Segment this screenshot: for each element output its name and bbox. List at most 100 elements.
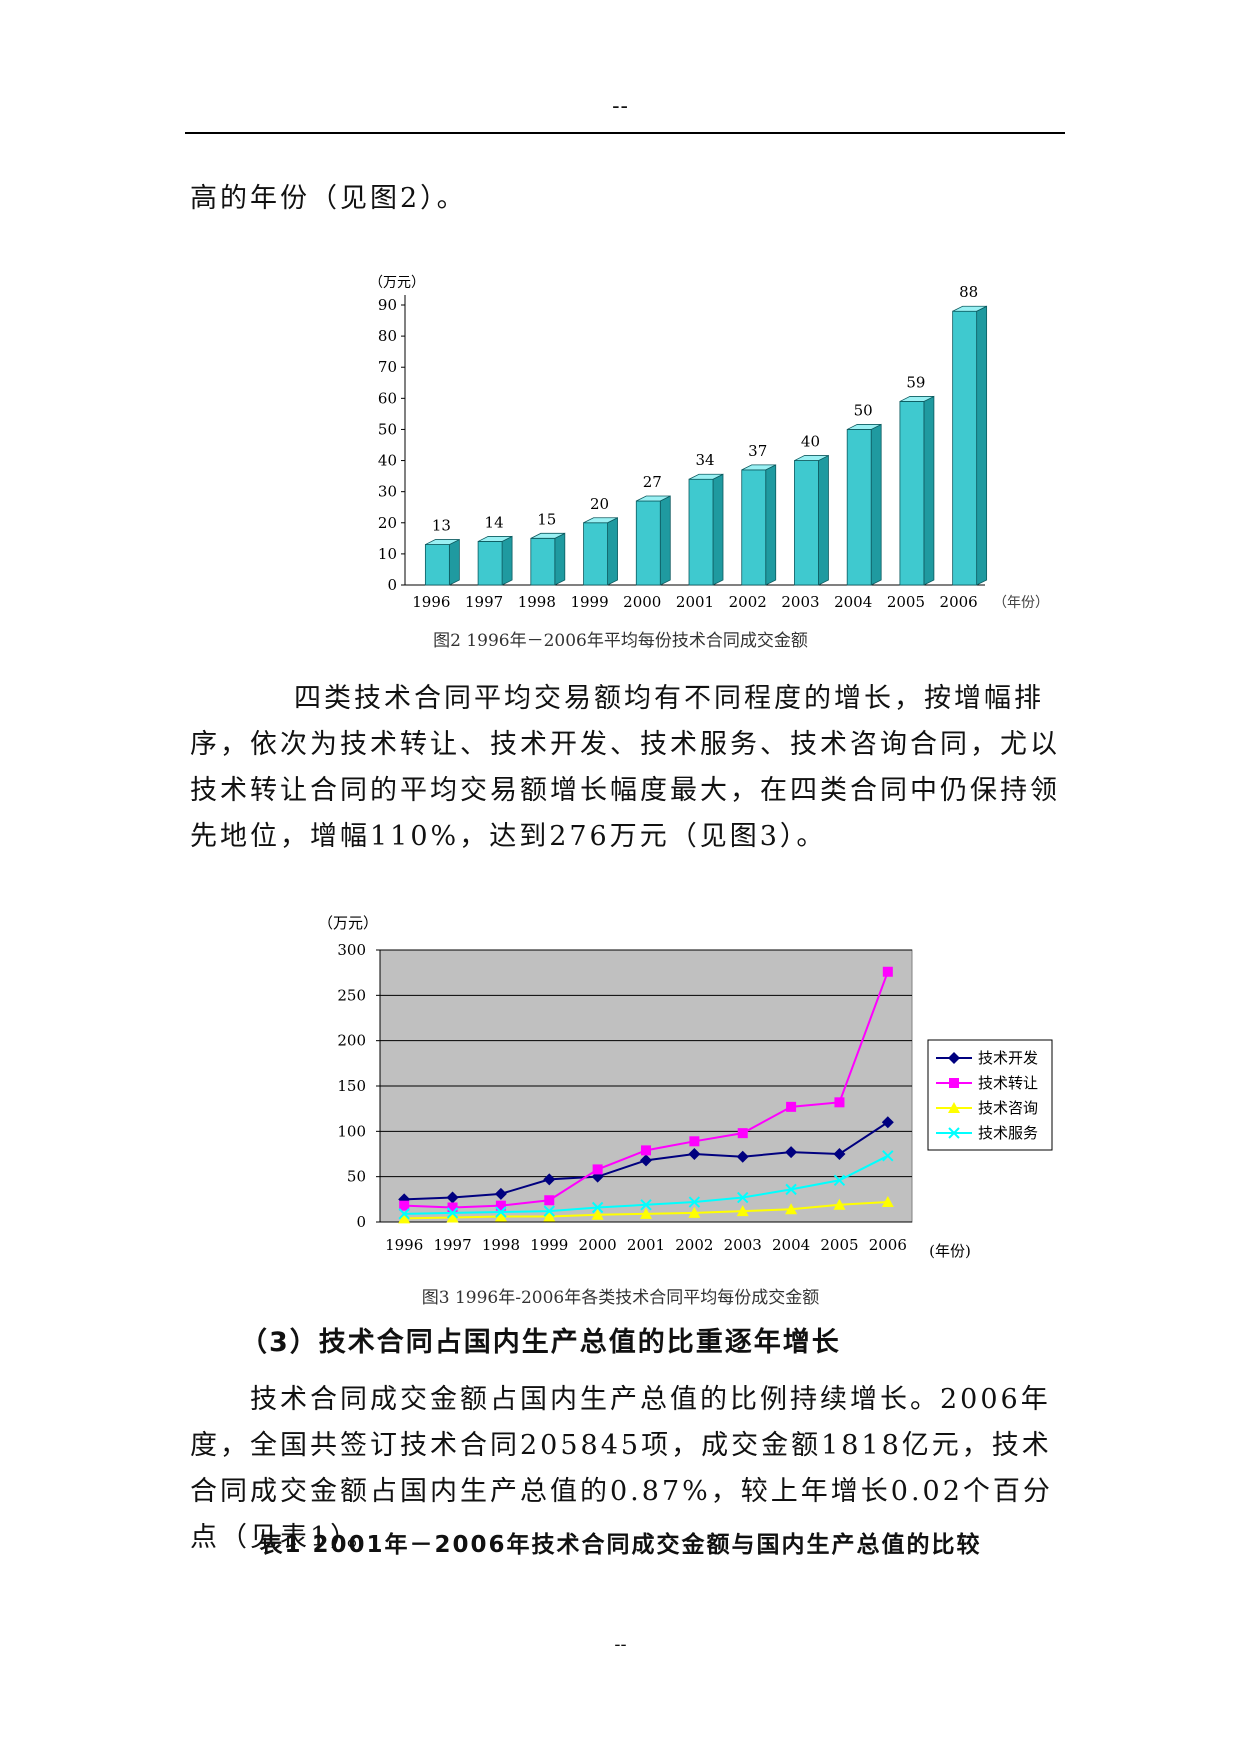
bar-value-label: 14 [485,513,504,531]
point-marker [948,1102,960,1113]
legend-label: 技术咨询 [978,1099,1038,1117]
y-tick-label: 10 [378,545,397,563]
bar-front [741,469,767,586]
point-marker [446,1211,459,1223]
point-marker [544,1195,555,1206]
y-tick-label: 50 [347,1168,366,1186]
point-marker [881,1196,894,1208]
bar-value-label: 37 [748,442,767,460]
paragraph-gdp: 技术合同成交金额占国内生产总值的比例持续增长。2006年度，全国共签订技术合同2… [190,1384,1053,1553]
bar-side [818,454,829,586]
y-tick-label: 0 [356,1213,366,1231]
point-marker [882,1150,894,1162]
x-tick-label: 1997 [433,1236,471,1254]
series-技术转让 [399,966,893,1213]
bar-top [425,539,460,545]
x-tick-label: 2006 [940,593,978,611]
bar-value-label: 34 [695,451,714,469]
bar-top [847,424,882,430]
bar-front [899,401,925,586]
x-tick-label: 2003 [724,1236,762,1254]
x-tick-label: 2006 [869,1236,907,1254]
y-tick-label: 0 [387,576,397,594]
y-tick-label: 60 [378,389,397,407]
bar-front [794,460,819,586]
legend-entry: 技术咨询 [936,1099,1038,1117]
y-tick-label: 20 [378,514,397,532]
point-marker [592,1164,603,1175]
legend-entry: 技术服务 [936,1124,1038,1142]
bar-2004 [846,423,882,586]
bar-value-label: 50 [854,401,873,419]
bar-side [554,532,566,586]
x-tick-label: 2004 [834,593,872,611]
x-axis-label: (年份) [929,1242,971,1260]
point-marker [948,1127,960,1139]
point-marker [785,1203,798,1215]
point-marker [543,1205,555,1217]
point-marker [785,1146,798,1159]
bar-side [607,517,618,586]
point-marker [786,1101,797,1112]
figure-3-line-chart: 0 50 100 150 200 250 300 （万元） 1996 1997 1998 1999 20… [318,914,1053,1260]
point-marker [640,1199,652,1211]
footer-mark: -- [614,1634,627,1655]
point-marker [398,1193,411,1206]
bar-2005 [899,395,935,586]
bar-value-label: 27 [643,473,662,491]
bar-1998 [530,532,566,586]
point-marker [543,1210,556,1222]
point-marker [446,1207,459,1219]
x-tick-label: 2002 [729,593,767,611]
bar-side [870,423,882,586]
y-tick-label: 300 [337,941,366,959]
paragraph-intro: 高的年份（见图2）。 [190,183,467,214]
y-tick-label: 40 [378,452,397,470]
point-marker [543,1173,556,1186]
x-axis-label: （年份） [993,595,1040,611]
point-marker [949,1078,959,1088]
bar-side [923,395,935,586]
bar-front [530,537,556,586]
y-tick-label: 150 [337,1077,366,1095]
x-tick-label: 2004 [772,1236,810,1254]
point-marker [494,1187,507,1200]
series-技术服务 [398,1150,894,1220]
table-1-title: 表1 2001年－2006年技术合同成交金额与国内生产总值的比较 [259,1532,982,1558]
bar-top [741,464,776,471]
bar-front [424,544,450,586]
point-marker [737,1191,749,1204]
bar-2002 [741,464,777,586]
bar-value-label: 13 [432,517,451,535]
point-marker [881,1116,894,1129]
y-tick-label: 100 [337,1122,366,1140]
bar-side [976,305,988,586]
x-tick-label: 1996 [412,593,450,611]
x-tick-label: 1999 [530,1236,568,1254]
bar-side [712,473,724,586]
y-axis-label: （万元） [369,275,425,291]
point-marker [785,1183,797,1196]
bar-value-label: 59 [906,373,925,391]
bar-2006 [952,305,988,586]
y-tick-label: 30 [378,483,397,501]
bar-top [899,396,935,402]
series-技术咨询 [398,1196,894,1224]
bar-top [477,536,513,542]
bar-top [794,455,829,461]
y-axis-label: （万元） [318,914,378,932]
bar-front [635,500,661,586]
point-marker [446,1191,459,1204]
bar-top [530,532,565,539]
point-marker [833,1148,846,1160]
series-技术开发 [398,1116,894,1206]
point-marker [737,1128,748,1139]
point-marker [591,1170,604,1183]
bar-side [448,538,460,586]
legend-label: 技术转让 [978,1074,1038,1092]
bar-value-label: 15 [537,510,556,528]
bar-value-label: 20 [590,495,609,513]
legend-label: 技术开发 [978,1049,1038,1067]
bar-value-label: 88 [959,283,978,301]
x-tick-label: 2000 [579,1236,617,1254]
